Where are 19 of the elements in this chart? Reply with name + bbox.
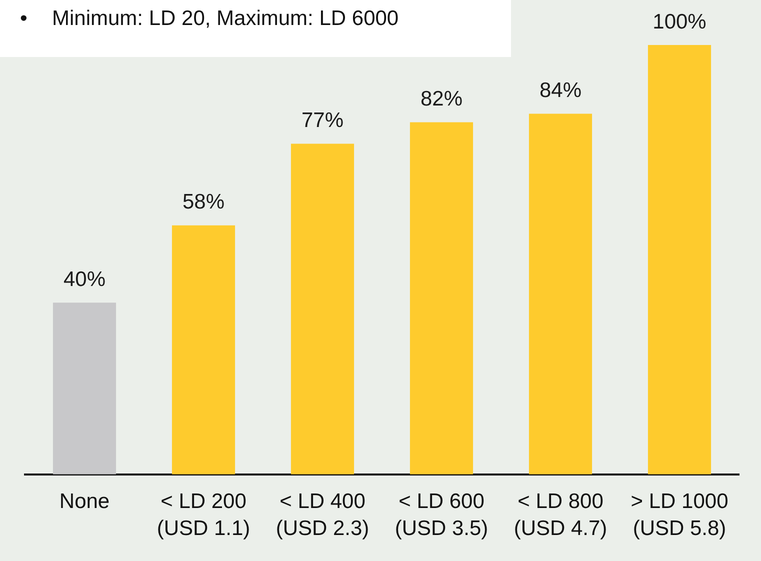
- x-tick-label: < LD 200 (USD 1.1): [156, 490, 250, 540]
- x-tick-label: < LD 600 (USD 3.5): [394, 490, 488, 540]
- data-label: 58%: [182, 190, 225, 214]
- x-tick-label: < LD 800 (USD 4.7): [514, 490, 608, 540]
- data-label: 82%: [420, 88, 463, 111]
- bar: [290, 144, 354, 474]
- data-label: 40%: [63, 268, 106, 291]
- x-tick-label: None: [59, 490, 110, 513]
- x-tick-label: > LD 1000 (USD 5.8): [630, 490, 728, 540]
- bar: [52, 302, 116, 474]
- data-label: 77%: [301, 109, 344, 132]
- bar: [172, 225, 236, 474]
- bar: [648, 45, 712, 474]
- x-tick-label: < LD 400 (USD 2.3): [276, 490, 370, 540]
- data-label: 100%: [652, 10, 706, 34]
- data-label: 84%: [539, 79, 582, 102]
- bar: [410, 122, 474, 474]
- bar: [528, 114, 592, 474]
- text: • Minimum: LD 20, Maximum: LD 6000: [20, 6, 399, 32]
